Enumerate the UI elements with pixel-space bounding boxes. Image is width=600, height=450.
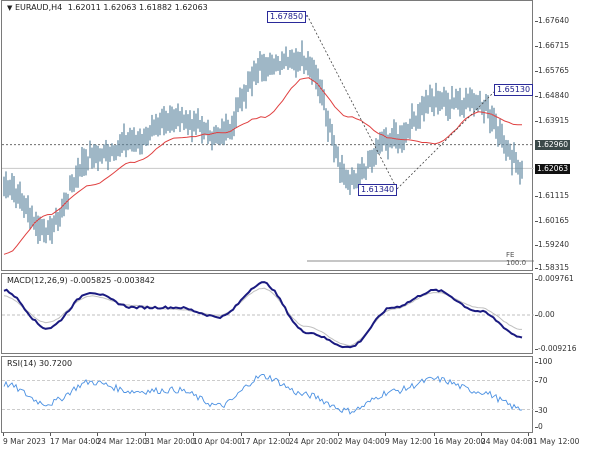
time-label: 24 Mar 12:00 — [97, 433, 148, 446]
time-label: 16 May 20:00 — [434, 433, 486, 446]
symbol-label: EURAUD,H4 — [14, 3, 63, 12]
chart-title: ▼ EURAUD,H4 1.62011 1.62063 1.61882 1.62… — [7, 3, 208, 12]
low-value: 1.61882 — [139, 3, 173, 12]
second-high-price-label[interactable]: 1.65130 — [494, 84, 534, 96]
rsi-axis-100: 100 — [534, 357, 553, 366]
price-tick: 1.66715 — [534, 41, 570, 50]
bid-price-tag: 1.62063 — [535, 164, 571, 174]
price-tick: 1.60165 — [534, 216, 570, 225]
price-tick: 1.63915 — [534, 116, 570, 125]
time-label: 24 Apr 20:00 — [289, 433, 338, 446]
rsi-axis-30: 30 — [535, 406, 548, 415]
macd-axis-bottom: -0.009216 — [535, 344, 577, 353]
macd-panel[interactable]: MACD(12,26,9) -0.005825 -0.003842 — [1, 273, 534, 355]
time-axis[interactable]: 9 Mar 2023 17 Mar 04:00 24 Mar 12:00 31 … — [0, 433, 600, 450]
rsi-panel[interactable]: RSI(14) 30.7200 — [1, 356, 534, 434]
price-tick: 1.67640 — [534, 16, 570, 25]
price-chart-panel[interactable]: ▼ EURAUD,H4 1.62011 1.62063 1.61882 1.62… — [1, 0, 534, 272]
time-label: 9 May 12:00 — [385, 433, 432, 446]
time-label: 2 May 04:00 — [338, 433, 385, 446]
fibo-expansion-label: FE 100.0 — [506, 251, 527, 267]
time-label: 17 Mar 04:00 — [50, 433, 101, 446]
triangle-down-icon[interactable]: ▼ — [7, 4, 13, 12]
time-label: 9 Mar 2023 — [3, 433, 46, 446]
rsi-axis-0: 0 — [535, 422, 543, 431]
price-axis[interactable]: 1.67640 1.66715 1.65765 1.64840 1.63915 … — [534, 0, 600, 272]
high-price-label[interactable]: 1.67850 — [267, 11, 307, 23]
rsi-axis-70: 70 — [535, 376, 548, 385]
time-label: 10 Apr 04:00 — [193, 433, 242, 446]
price-chart-canvas[interactable] — [2, 1, 534, 272]
low-price-label[interactable]: 1.61340 — [358, 184, 398, 196]
rsi-axis: 100 70 30 0 — [534, 356, 600, 433]
rsi-canvas[interactable] — [2, 357, 534, 434]
high-value: 1.62063 — [103, 3, 137, 12]
rsi-title: RSI(14) 30.7200 — [7, 359, 73, 368]
price-tick: 1.58315 — [534, 263, 570, 272]
time-label: 31 May 12:00 — [528, 433, 580, 446]
macd-axis: 0.009761 0.00 -0.009216 — [534, 273, 600, 354]
close-value: 1.62063 — [174, 3, 208, 12]
macd-title: MACD(12,26,9) -0.005825 -0.003842 — [7, 276, 155, 285]
price-tick: 1.61115 — [534, 191, 570, 200]
open-value: 1.62011 — [67, 3, 101, 12]
macd-axis-top: 0.009761 — [535, 274, 574, 283]
time-label: 31 Mar 20:00 — [145, 433, 196, 446]
price-tick: 1.65765 — [534, 66, 570, 75]
price-tick: 1.64840 — [534, 91, 570, 100]
time-label: 24 May 04:00 — [481, 433, 533, 446]
price-tick: 1.59240 — [534, 240, 570, 249]
level-price-tag: 1.62960 — [535, 140, 571, 150]
macd-canvas[interactable] — [2, 274, 534, 355]
time-label: 17 Apr 12:00 — [241, 433, 290, 446]
macd-axis-zero: 0.00 — [535, 310, 555, 319]
